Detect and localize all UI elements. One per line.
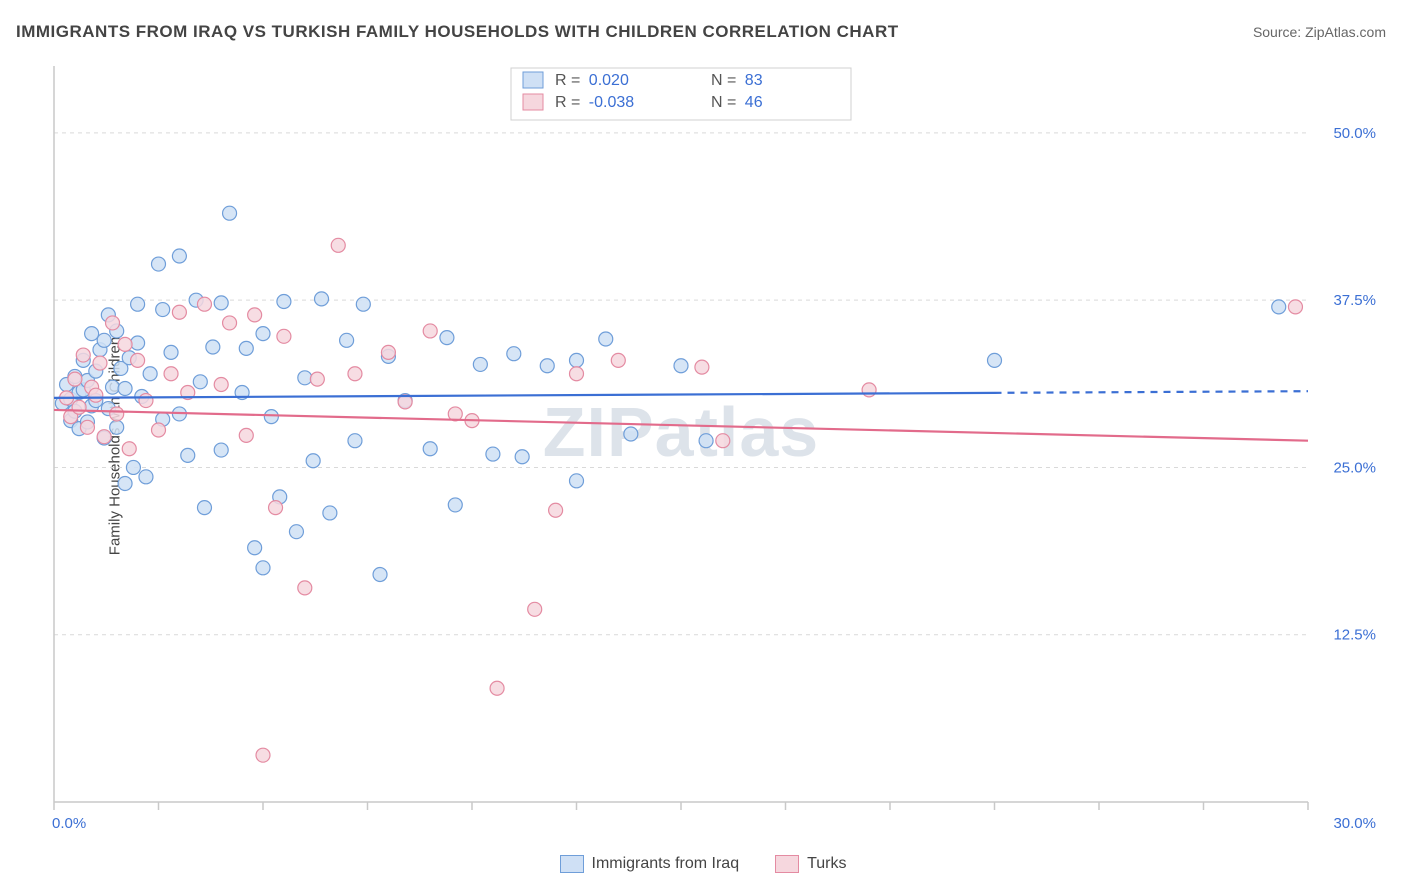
legend-label: Turks <box>807 855 846 873</box>
legend-item: Turks <box>775 855 846 873</box>
legend-item: Immigrants from Iraq <box>560 855 740 873</box>
legend-swatch <box>560 855 584 873</box>
legend-bottom: Immigrants from Iraq Turks <box>0 855 1406 878</box>
svg-text:50.0%: 50.0% <box>1333 125 1376 142</box>
source-label: Source: ZipAtlas.com <box>1253 24 1386 40</box>
chart-container: IMMIGRANTS FROM IRAQ VS TURKISH FAMILY H… <box>0 0 1406 892</box>
legend-swatch <box>775 855 799 873</box>
scatter-plot: ZIPatlas 12.5% 25.0% 37.5% 50.0% 0.0% 30.0% R =… <box>48 60 1386 832</box>
svg-text:R = 0.020: R = 0.020 <box>555 72 629 89</box>
svg-text:ZIPatlas: ZIPatlas <box>543 393 819 471</box>
svg-text:25.0%: 25.0% <box>1333 459 1376 476</box>
svg-text:37.5%: 37.5% <box>1333 292 1376 309</box>
svg-text:N = 46: N = 46 <box>711 94 763 111</box>
svg-text:R = -0.038: R = -0.038 <box>555 94 634 111</box>
svg-text:30.0%: 30.0% <box>1333 815 1376 832</box>
legend-label: Immigrants from Iraq <box>592 855 740 873</box>
chart-title: IMMIGRANTS FROM IRAQ VS TURKISH FAMILY H… <box>16 22 899 42</box>
svg-text:12.5%: 12.5% <box>1333 627 1376 644</box>
svg-text:N = 83: N = 83 <box>711 72 763 89</box>
plot-area: ZIPatlas 12.5% 25.0% 37.5% 50.0% 0.0% 30.0% R =… <box>48 60 1386 832</box>
svg-text:0.0%: 0.0% <box>52 815 86 832</box>
